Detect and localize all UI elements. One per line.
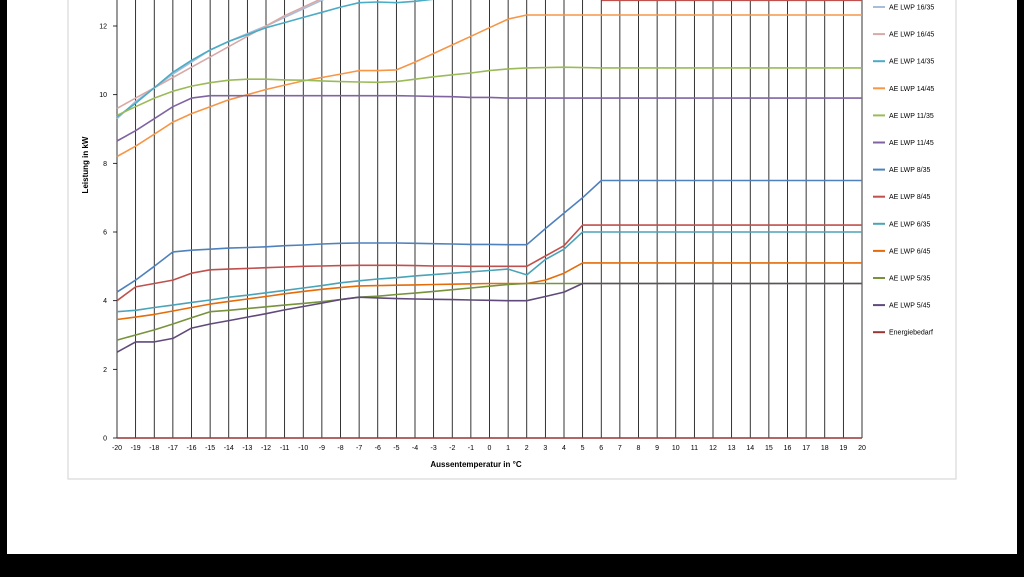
legend-label: AE LWP 14/45 [889,86,934,93]
x-tick-label: 11 [691,445,698,452]
x-tick-label: -20 [112,445,122,452]
x-tick-label: -7 [356,445,362,452]
series-line-ae-lwp-11-35 [116,66,862,117]
legend-label: AE LWP 16/45 [889,32,934,39]
legend-label: AE LWP 11/35 [889,113,934,120]
x-tick-label: -13 [242,445,252,452]
y-tick-label: 0 [103,436,107,443]
x-tick-label: -5 [393,445,399,452]
series-line-ae-lwp-14-45 [116,14,862,158]
x-tick-label: -8 [337,445,343,452]
x-tick-label: 14 [746,445,754,452]
legend-label: AE LWP 6/35 [889,221,930,228]
legend-label: AE LWP 5/35 [889,276,930,283]
x-tick-label: -18 [149,445,159,452]
x-tick-label: 6 [599,445,603,452]
chart-page: -20 -19 -18 -17 -16 -15 -14 -13 -12 -11 -10 -9 -8 -7-… [7,0,1017,554]
legend-label: AE LWP 16/35 [889,5,934,12]
x-tick-label: 12 [709,445,717,452]
legend-label: AE LWP 11/45 [889,140,934,147]
y-tick-label: 2 [103,367,107,374]
x-tick-label: 2 [525,445,529,452]
x-tick-label: -4 [412,445,418,452]
x-tick-label: 15 [765,445,773,452]
x-tick-label: -1 [468,445,474,452]
x-tick-label: 0 [488,445,492,452]
x-tick-label: 3 [543,445,547,452]
series-line-ae-lwp-8-45 [116,224,862,302]
x-tick-label: 19 [839,445,847,452]
x-tick-label: 16 [784,445,792,452]
x-tick-label: -10 [298,445,308,452]
x-tick-label: -14 [224,445,234,452]
x-tick-label: -16 [186,445,196,452]
x-tick-label: 5 [581,445,585,452]
x-tick-label: -19 [131,445,141,452]
x-tick-label: 20 [858,445,866,452]
y-tick-label: 8 [103,161,107,168]
x-tick-label: 18 [821,445,829,452]
y-tick-label: 4 [103,298,107,305]
y-tick-label: 12 [99,24,107,31]
x-tick-label: -12 [261,445,271,452]
x-tick-label: -11 [280,445,290,452]
x-tick-label: -15 [205,445,215,452]
x-tick-label: -17 [168,445,178,452]
line-chart: -20 -19 -18 -17 -16 -15 -14 -13 -12 -11 -10 -9 -8 -7-… [67,0,957,480]
series-line-ae-lwp-8-35 [116,179,862,293]
series-line-ae-lwp-6-35 [116,231,862,313]
series-line-ae-lwp-11-45 [116,94,862,142]
series-line-ae-lwp-5-45 [116,282,862,353]
x-tick-label: -2 [449,445,455,452]
x-tick-label: 1 [506,445,510,452]
y-tick-label: 10 [99,92,107,99]
x-axis-title: Aussentemperatur in °C [430,460,521,469]
series-line-ae-lwp-14-35 [116,0,434,118]
chart-border [67,0,957,480]
x-tick-label: 9 [655,445,659,452]
y-tick-label: 6 [103,230,107,237]
x-tick-label: 8 [637,445,641,452]
legend-label: AE LWP 8/45 [889,194,930,201]
x-tick-label: 7 [618,445,622,452]
x-tick-label: 10 [672,445,680,452]
x-tick-label: -6 [375,445,381,452]
legend-label: AE LWP 5/45 [889,303,930,310]
legend-label: Energiebedarf [889,330,933,337]
y-axis-title: Leistung in kW [81,136,90,193]
x-tick-label: 4 [562,445,566,452]
legend-label: AE LWP 6/45 [889,248,930,255]
legend-label: AE LWP 8/35 [889,167,930,174]
x-tick-label: -3 [431,445,437,452]
x-tick-label: 17 [802,445,810,452]
x-tick-label: 13 [728,445,736,452]
legend-label: AE LWP 14/35 [889,59,934,66]
x-tick-label: -9 [319,445,325,452]
